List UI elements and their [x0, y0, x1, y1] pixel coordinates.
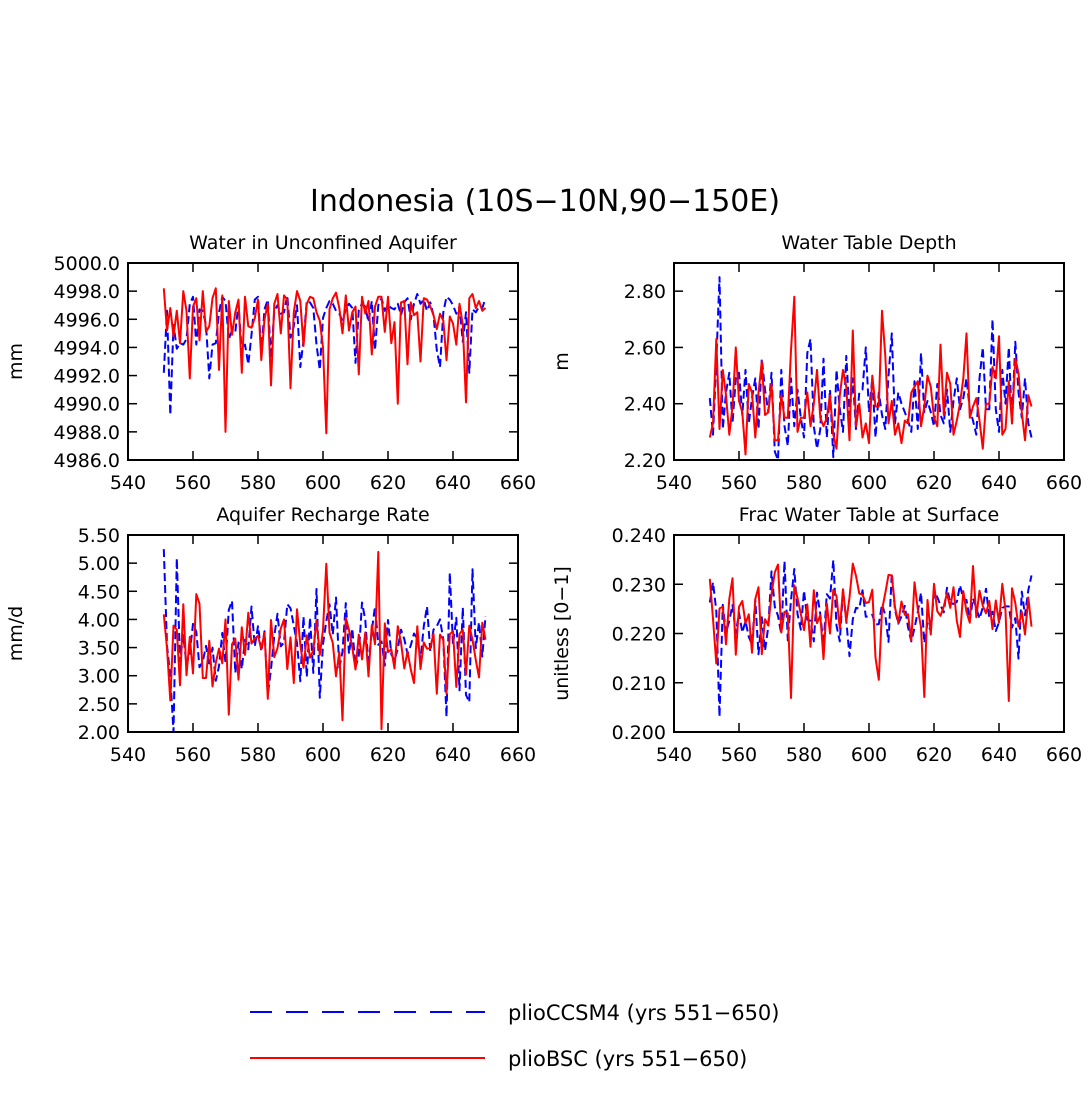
x-tick-label: 660 [1046, 744, 1082, 766]
x-tick-label: 540 [656, 744, 692, 766]
x-tick-label: 660 [500, 744, 536, 766]
x-tick-label: 640 [981, 472, 1017, 494]
y-tick-label: 2.20 [624, 450, 666, 472]
plot-frame [127, 534, 519, 733]
legend-label-ccsm4: plioCCSM4 (yrs 551−650) [508, 1001, 779, 1025]
panel-aquifer-recharge-rate: Aquifer Recharge Rate mm/d 540 560 580 600 620… [5, 504, 536, 766]
x-tick-label: 580 [786, 744, 822, 766]
x-tick-label: 540 [110, 472, 146, 494]
plot-frame [673, 262, 1065, 461]
plot-frame [673, 534, 1065, 733]
x-tick-label: 560 [721, 472, 757, 494]
y-tick-label: 2.00 [78, 722, 120, 744]
x-tick-label: 580 [786, 472, 822, 494]
figure-title: Indonesia (10S−10N,90−150E) [310, 184, 780, 219]
x-tick-label: 660 [1046, 472, 1082, 494]
x-tick-label: 620 [916, 744, 952, 766]
y-tick-label: 4992.0 [54, 366, 120, 388]
y-tick-label: 0.240 [612, 525, 666, 547]
x-tick-label: 600 [851, 744, 887, 766]
x-tick-label: 540 [110, 744, 146, 766]
panel-title: Aquifer Recharge Rate [216, 504, 429, 526]
y-tick-label: 2.40 [624, 394, 666, 416]
legend-label-bsc: plioBSC (yrs 551−650) [508, 1047, 747, 1071]
panel-title: Water in Unconfined Aquifer [189, 232, 457, 254]
x-tick-label: 600 [305, 472, 341, 494]
plot-frame [127, 262, 519, 461]
y-tick-label: 0.220 [612, 624, 666, 646]
x-tick-label: 600 [851, 472, 887, 494]
x-tick-label: 560 [175, 744, 211, 766]
y-tick-label: 4.00 [78, 609, 120, 631]
y-axis-label: mm/d [5, 606, 27, 661]
series-line-bsc [162, 550, 487, 731]
y-tick-label: 2.80 [624, 281, 666, 303]
y-tick-label: 2.60 [624, 337, 666, 359]
x-tick-label: 640 [435, 472, 471, 494]
legend: plioCCSM4 (yrs 551−650) plioBSC (yrs 551… [250, 1001, 779, 1071]
y-tick-label: 4998.0 [54, 281, 120, 303]
x-tick-label: 580 [240, 744, 276, 766]
y-axis-label: m [551, 352, 573, 371]
x-tick-label: 560 [721, 744, 757, 766]
y-tick-label: 5.00 [78, 553, 120, 575]
y-tick-label: 4986.0 [54, 450, 120, 472]
y-tick-label: 4996.0 [54, 309, 120, 331]
x-tick-label: 640 [435, 744, 471, 766]
x-tick-label: 620 [916, 472, 952, 494]
series-line-bsc [162, 287, 487, 435]
y-tick-label: 5000.0 [54, 253, 120, 275]
y-tick-label: 4988.0 [54, 422, 120, 444]
y-tick-label: 4.50 [78, 581, 120, 603]
y-tick-label: 5.50 [78, 525, 120, 547]
y-axis-label: unitless [0−1] [551, 566, 573, 701]
series-line-bsc [708, 562, 1033, 702]
y-tick-label: 4994.0 [54, 337, 120, 359]
y-tick-label: 3.50 [78, 638, 120, 660]
y-tick-label: 0.210 [612, 673, 666, 695]
panel-water-table-depth: Water Table Depth m 540 560 580 600 620 640 660 2… [551, 232, 1082, 494]
panel-frac-water-table-at-surface: Frac Water Table at Surface unitless [0−1… [551, 504, 1082, 766]
x-tick-label: 660 [500, 472, 536, 494]
x-tick-label: 560 [175, 472, 211, 494]
x-tick-label: 620 [370, 472, 406, 494]
x-tick-label: 540 [656, 472, 692, 494]
y-tick-label: 3.00 [78, 666, 120, 688]
x-tick-label: 600 [305, 744, 341, 766]
x-tick-label: 580 [240, 472, 276, 494]
panel-water-in-unconfined-aquifer: Water in Unconfined Aquifer mm 540 560 580 60… [5, 232, 536, 494]
y-tick-label: 0.200 [612, 722, 666, 744]
panel-title: Water Table Depth [781, 232, 956, 254]
series-line-bsc [708, 295, 1033, 456]
x-tick-label: 620 [370, 744, 406, 766]
y-tick-label: 4990.0 [54, 394, 120, 416]
y-tick-label: 0.230 [612, 574, 666, 596]
y-tick-label: 2.50 [78, 694, 120, 716]
panel-title: Frac Water Table at Surface [739, 504, 999, 526]
y-axis-label: mm [5, 343, 27, 380]
x-tick-label: 640 [981, 744, 1017, 766]
